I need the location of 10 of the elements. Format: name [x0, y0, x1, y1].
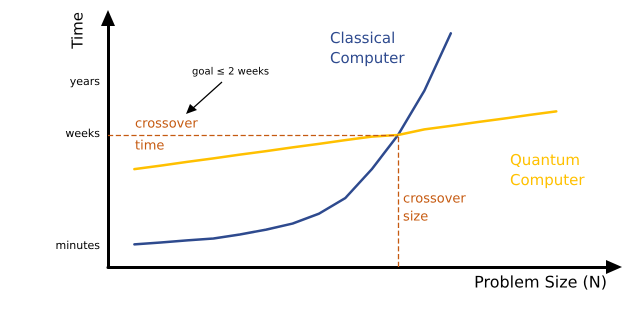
text: Quantum Computer — [510, 151, 586, 189]
x-axis-title: Problem Size (N) — [474, 272, 608, 292]
annotation: crossover size — [403, 192, 466, 224]
y-axis-title: Time — [68, 12, 86, 50]
series-label: Classical Computer — [330, 29, 406, 67]
text: years — [70, 75, 100, 88]
ref-line-label: crossover time — [135, 116, 198, 154]
text: weeks — [65, 127, 100, 140]
text: minutes — [55, 239, 100, 252]
annotation: goal ≤ 2 weeks — [192, 66, 270, 78]
